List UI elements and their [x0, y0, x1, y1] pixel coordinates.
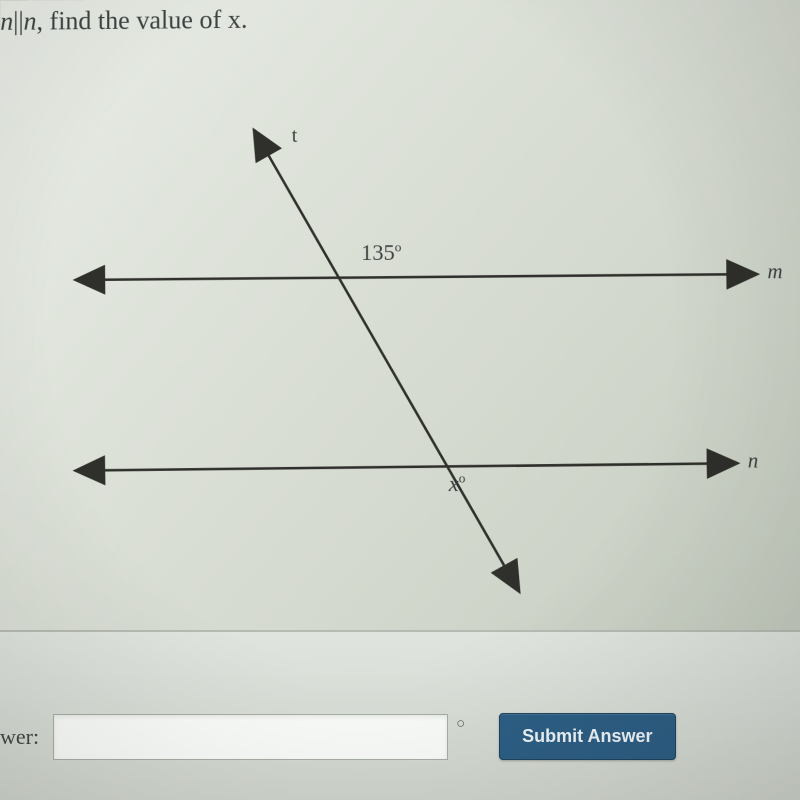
degree-symbol: ○ [456, 716, 465, 733]
answer-label: wer: [0, 724, 39, 750]
question-var-m: n [0, 7, 13, 36]
diagram-svg [0, 75, 800, 618]
label-n: n [748, 450, 759, 474]
question-var-n: n [24, 7, 37, 36]
line-t [256, 133, 518, 590]
answer-input[interactable] [53, 714, 448, 760]
answer-bar: wer: ○ Submit Answer [0, 630, 800, 800]
question-text: n||n, find the value of x. [0, 5, 247, 37]
answer-row: wer: ○ Submit Answer [0, 713, 800, 760]
worksheet-area: n||n, find the value of x. [0, 0, 800, 638]
label-t: t [292, 125, 298, 148]
geometry-diagram: t m n 135o xo [0, 75, 800, 618]
line-n [80, 461, 735, 474]
label-m: m [767, 261, 782, 285]
question-parallel: || [13, 7, 23, 36]
question-tail: , find the value of x. [37, 5, 248, 36]
angle-135: 135o [361, 239, 401, 266]
submit-answer-button[interactable]: Submit Answer [499, 713, 675, 760]
angle-x: xo [449, 470, 466, 497]
line-m [80, 274, 755, 280]
